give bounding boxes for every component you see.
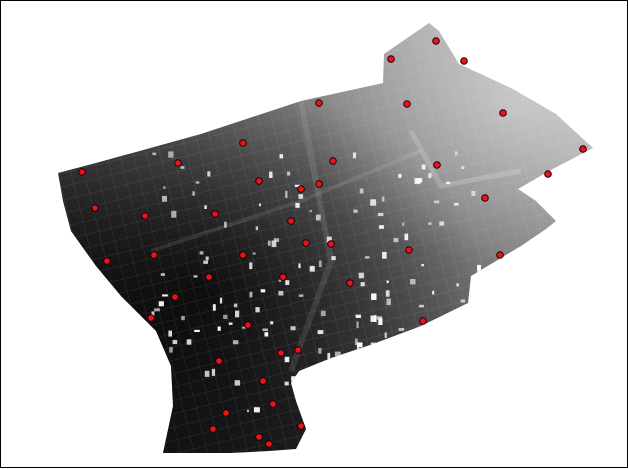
point-marker[interactable] — [141, 212, 149, 220]
point-marker[interactable] — [499, 109, 507, 117]
point-marker[interactable] — [419, 317, 427, 325]
point-marker[interactable] — [277, 349, 285, 357]
point-marker[interactable] — [150, 251, 158, 259]
point-marker[interactable] — [265, 440, 273, 448]
point-marker[interactable] — [496, 251, 504, 259]
point-marker[interactable] — [329, 157, 337, 165]
point-marker[interactable] — [211, 210, 219, 218]
point-marker[interactable] — [387, 55, 395, 63]
point-marker[interactable] — [174, 159, 182, 167]
point-marker[interactable] — [269, 400, 277, 408]
point-marker[interactable] — [432, 37, 440, 45]
point-marker[interactable] — [255, 433, 263, 441]
point-marker[interactable] — [205, 273, 213, 281]
point-markers — [78, 37, 587, 448]
point-marker[interactable] — [579, 145, 587, 153]
point-marker[interactable] — [222, 409, 230, 417]
point-marker[interactable] — [460, 57, 468, 65]
point-marker[interactable] — [91, 204, 99, 212]
point-marker[interactable] — [433, 161, 441, 169]
point-marker[interactable] — [544, 170, 552, 178]
point-marker[interactable] — [255, 177, 263, 185]
point-marker[interactable] — [171, 293, 179, 301]
point-marker[interactable] — [327, 240, 335, 248]
point-marker[interactable] — [315, 180, 323, 188]
point-marker[interactable] — [239, 251, 247, 259]
point-marker[interactable] — [209, 425, 217, 433]
point-marker[interactable] — [302, 239, 310, 247]
point-marker[interactable] — [78, 168, 86, 176]
point-marker[interactable] — [103, 257, 111, 265]
point-marker[interactable] — [346, 279, 354, 287]
point-marker[interactable] — [294, 346, 302, 354]
point-marker[interactable] — [287, 217, 295, 225]
point-marker[interactable] — [297, 422, 305, 430]
point-marker[interactable] — [239, 139, 247, 147]
point-marker[interactable] — [405, 246, 413, 254]
point-marker[interactable] — [279, 273, 287, 281]
point-marker[interactable] — [244, 321, 252, 329]
point-marker[interactable] — [259, 377, 267, 385]
point-marker[interactable] — [297, 185, 305, 193]
point-marker[interactable] — [403, 100, 411, 108]
point-marker[interactable] — [147, 314, 155, 322]
point-marker[interactable] — [215, 357, 223, 365]
point-marker[interactable] — [481, 194, 489, 202]
point-marker[interactable] — [315, 99, 323, 107]
